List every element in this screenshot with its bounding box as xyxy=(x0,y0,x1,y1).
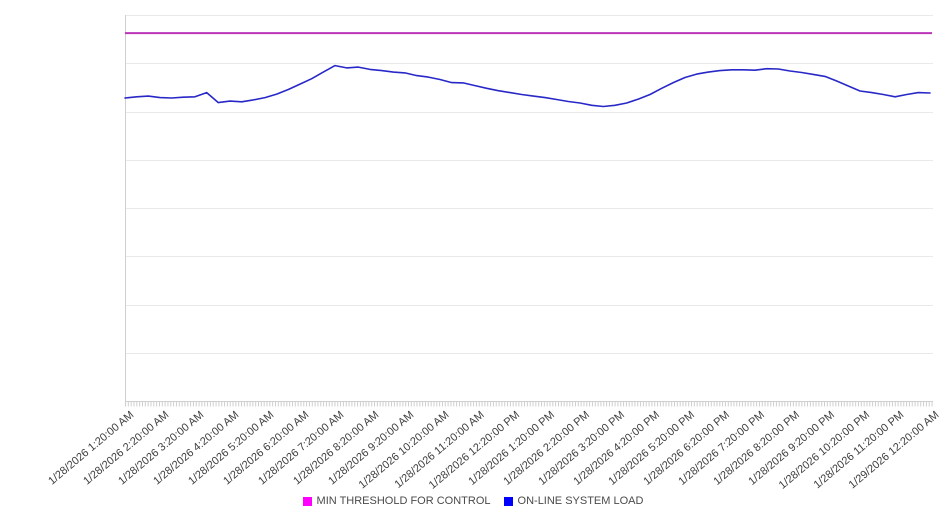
legend-item-min-threshold[interactable]: MIN THRESHOLD FOR CONTROL xyxy=(302,495,491,507)
legend-label-online-system-load: ON-LINE SYSTEM LOAD xyxy=(517,495,644,507)
legend-marker-online-system-load-icon xyxy=(503,496,513,506)
legend-label-min-threshold: MIN THRESHOLD FOR CONTROL xyxy=(316,495,491,507)
online-system-load-line xyxy=(124,64,931,108)
legend-marker-min-threshold-icon xyxy=(302,496,312,506)
chart-legend: MIN THRESHOLD FOR CONTROL ON-LINE SYSTEM… xyxy=(0,495,946,507)
legend-item-online-system-load[interactable]: ON-LINE SYSTEM LOAD xyxy=(503,495,644,507)
